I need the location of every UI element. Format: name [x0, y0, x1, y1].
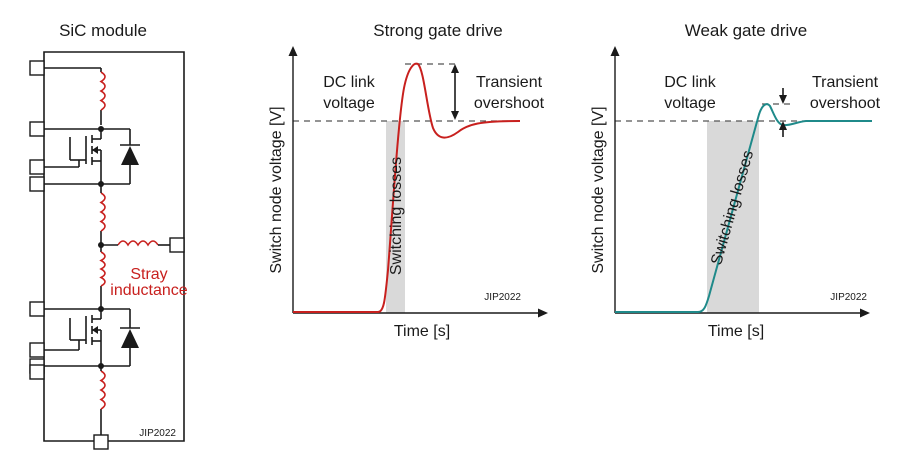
lower-mosfet-cell	[29, 301, 140, 380]
arrow-up-icon	[779, 121, 787, 130]
weak-drive-panel: Weak gate drive DC link voltage Transien…	[590, 21, 881, 340]
stray-inductor-4	[99, 370, 106, 410]
diode-icon	[121, 329, 139, 348]
switching-losses-band	[386, 121, 405, 313]
arrow-down-icon	[779, 95, 787, 104]
weak-watermark: JIP2022	[830, 292, 867, 303]
upper-mosfet-cell	[29, 121, 140, 193]
voltage-label: voltage	[664, 95, 716, 112]
diode-icon	[121, 146, 139, 165]
terminal-top	[29, 60, 45, 76]
weak-title: Weak gate drive	[685, 21, 808, 40]
terminal-lower-drain	[29, 301, 45, 317]
strong-drive-panel: Strong gate drive DC link voltage Transi…	[268, 21, 548, 340]
transient-label: Transient	[476, 74, 543, 91]
y-axis-label: Switch node voltage [V]	[590, 106, 607, 273]
x-axis-arrow	[538, 308, 548, 318]
stray-label: Stray	[130, 266, 167, 283]
overshoot-label: overshoot	[474, 95, 545, 112]
voltage-label: voltage	[323, 95, 375, 112]
strong-title: Strong gate drive	[373, 21, 502, 40]
x-axis-label: Time [s]	[394, 323, 450, 340]
weak-voltage-curve	[615, 103, 872, 313]
stray-inductor-output	[117, 240, 159, 247]
stray-inductor-1	[99, 71, 106, 111]
dc-link-label: DC link	[664, 74, 717, 91]
module-watermark: JIP2022	[139, 428, 176, 439]
terminal-output	[169, 237, 185, 253]
module-outline	[43, 51, 185, 442]
stray-inductor-3	[99, 251, 106, 287]
arrow-up-icon	[451, 64, 459, 73]
mosfet-icon	[44, 315, 102, 371]
junction-dot	[98, 242, 104, 248]
strong-voltage-curve	[293, 62, 521, 313]
inductance-label: inductance	[110, 282, 187, 299]
y-axis-arrow	[288, 46, 298, 56]
strong-watermark: JIP2022	[484, 292, 521, 303]
terminal-upper-gate	[29, 159, 45, 175]
switching-losses-label: Switching losses	[388, 157, 405, 275]
sic-module-panel: SiC module	[29, 21, 188, 450]
x-axis-label: Time [s]	[708, 323, 764, 340]
terminal-lower-gate	[29, 342, 45, 358]
terminal-upper-source	[29, 176, 45, 192]
dc-link-label: DC link	[323, 74, 376, 91]
stray-inductor-2	[99, 192, 106, 232]
terminal-upper-drain	[29, 121, 45, 137]
arrow-down-icon	[451, 111, 459, 120]
y-axis-arrow	[610, 46, 620, 56]
terminal-lower-kelvin	[29, 364, 45, 380]
y-axis-label: Switch node voltage [V]	[268, 106, 285, 273]
module-title: SiC module	[59, 21, 147, 40]
overshoot-label: overshoot	[810, 95, 881, 112]
transient-label: Transient	[812, 74, 879, 91]
mosfet-icon	[44, 129, 102, 184]
switching-losses-band	[707, 121, 759, 313]
terminal-bottom	[93, 434, 109, 450]
x-axis-arrow	[860, 308, 870, 318]
